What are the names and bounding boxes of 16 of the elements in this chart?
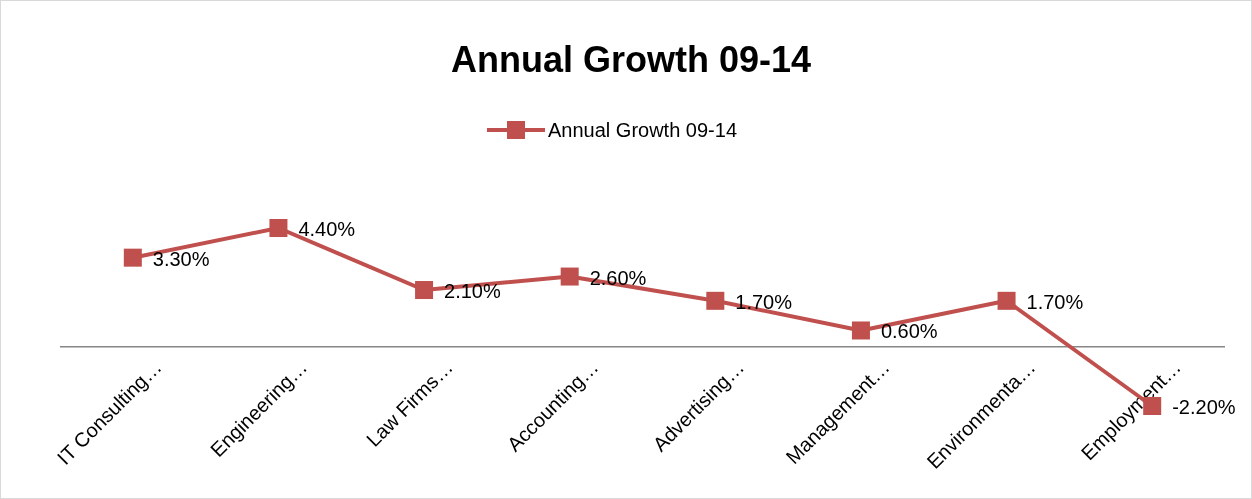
point [415, 281, 434, 300]
point [706, 291, 725, 310]
point [851, 321, 870, 340]
data-label: 2.10% [444, 280, 501, 303]
point [560, 267, 579, 286]
legend-label: Annual Growth 09-14 [548, 119, 738, 141]
chart-title: Annual Growth 09-14 [450, 39, 812, 80]
data-label: 2.60% [589, 266, 647, 289]
data-label: 0.60% [880, 320, 938, 343]
point [997, 291, 1016, 310]
data-label: 4.40% [298, 218, 356, 240]
point [123, 248, 142, 267]
data-label: 1.70% [1026, 290, 1084, 313]
data-label: 1.70% [735, 290, 793, 313]
point [269, 219, 288, 237]
data-label: 3.30% [152, 247, 210, 270]
